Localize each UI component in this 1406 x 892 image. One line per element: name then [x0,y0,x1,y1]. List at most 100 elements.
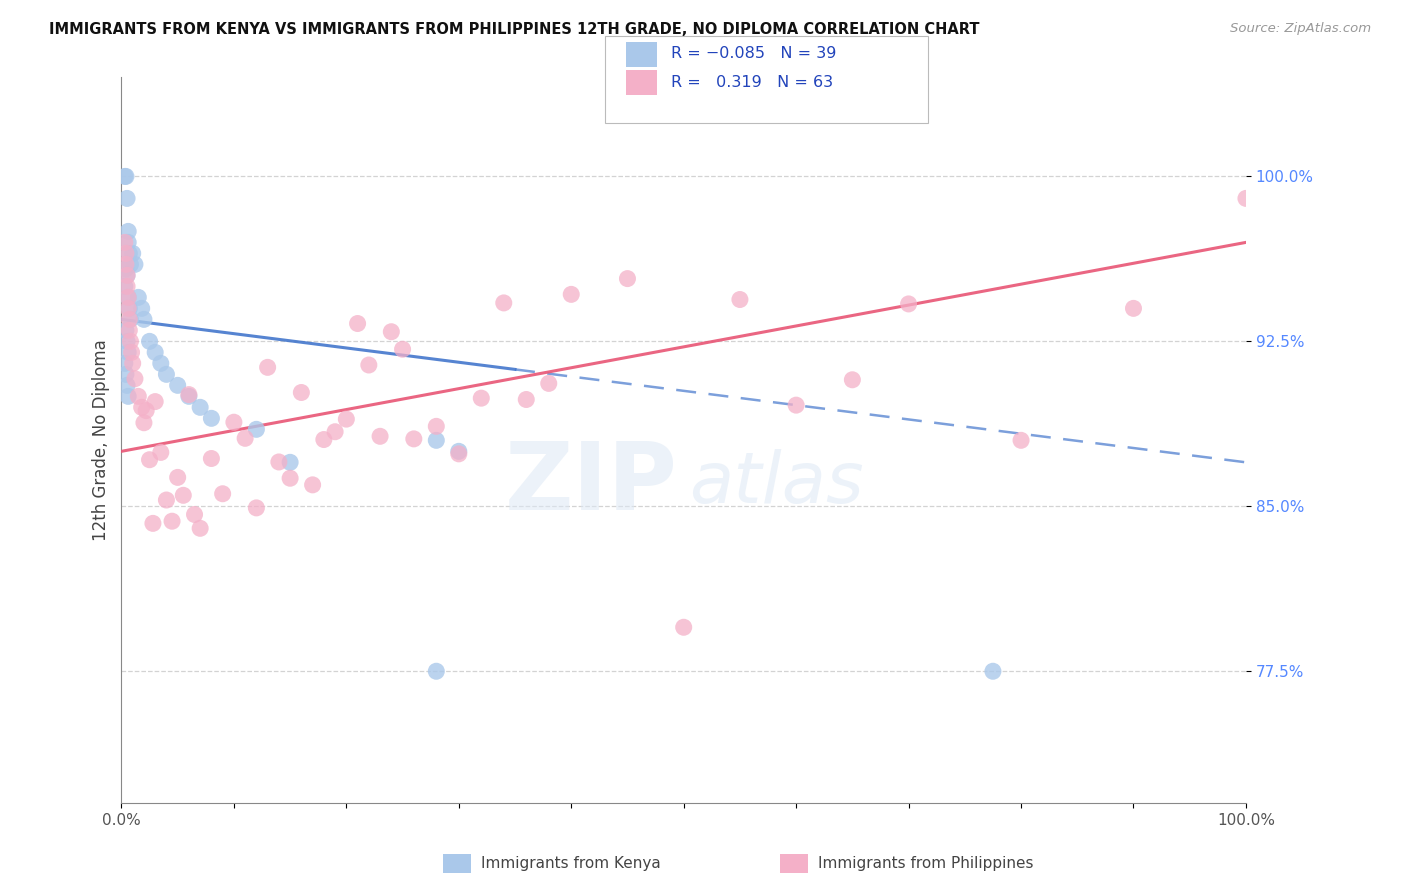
Point [188,521,211,535]
Point [118,323,141,337]
Point [172,488,194,502]
Point [115,268,138,283]
Point [222,415,245,429]
Point [425,419,447,434]
Text: IMMIGRANTS FROM KENYA VS IMMIGRANTS FROM PHILIPPINES 12TH GRADE, NO DIPLOMA CORR: IMMIGRANTS FROM KENYA VS IMMIGRANTS FROM… [49,22,980,37]
Text: R = −0.085   N = 39: R = −0.085 N = 39 [671,46,837,61]
Point [115,279,138,293]
Point [346,317,368,331]
Point [447,444,470,458]
Point [115,334,138,349]
Point [425,665,447,679]
Point [117,224,139,238]
Point [115,323,138,337]
Point [135,403,157,417]
Text: ZIP: ZIP [505,438,678,530]
Point [121,345,143,359]
Point [132,416,155,430]
Point [114,279,136,293]
Point [118,301,141,316]
Point [177,387,200,401]
Point [233,431,256,445]
Point [120,257,142,271]
Point [117,290,139,304]
Point [131,301,153,316]
Point [142,516,165,531]
Point [149,445,172,459]
Point [115,246,138,260]
Point [391,343,413,357]
Point [301,478,323,492]
Point [143,394,166,409]
Point [124,257,146,271]
Point [335,412,357,426]
Point [149,356,172,370]
Point [120,312,142,326]
Point [245,500,267,515]
Point [200,451,222,466]
Point [115,261,138,276]
Point [245,422,267,436]
Point [841,373,863,387]
Point [117,301,139,316]
Point [115,268,138,283]
Point [166,378,188,392]
Point [211,487,233,501]
Point [278,455,301,469]
Point [183,508,205,522]
Point [312,433,335,447]
Point [114,356,136,370]
Point [425,434,447,448]
Point [114,235,136,250]
Point [127,290,149,304]
Point [117,389,139,403]
Point [117,290,139,304]
Point [115,368,138,382]
Point [177,389,200,403]
Point [290,385,312,400]
Point [188,401,211,415]
Point [143,345,166,359]
Point [115,191,138,205]
Text: atlas: atlas [689,450,863,518]
Point [447,447,470,461]
Point [402,432,425,446]
Point [166,470,188,484]
Point [121,246,143,260]
Point [118,312,141,326]
Point [160,514,183,528]
Text: Immigrants from Kenya: Immigrants from Kenya [481,856,661,871]
Point [368,429,391,443]
Point [897,297,920,311]
Point [981,665,1004,679]
Point [155,493,177,508]
Point [672,620,695,634]
Point [155,368,177,382]
Point [357,358,380,372]
Point [278,471,301,485]
Point [121,356,143,370]
Point [537,376,560,391]
Point [127,389,149,403]
Point [256,360,278,375]
Text: Source: ZipAtlas.com: Source: ZipAtlas.com [1230,22,1371,36]
Point [560,287,582,301]
Point [131,401,153,415]
Y-axis label: 12th Grade, No Diploma: 12th Grade, No Diploma [93,340,110,541]
Point [785,398,807,412]
Text: Immigrants from Philippines: Immigrants from Philippines [818,856,1033,871]
Point [132,312,155,326]
Point [114,169,136,184]
Point [616,271,638,285]
Point [200,411,222,425]
Point [115,257,138,271]
Point [492,296,515,310]
Point [728,293,751,307]
Point [117,235,139,250]
Point [117,345,139,359]
Point [380,325,402,339]
Point [515,392,537,407]
Point [138,334,160,349]
Point [138,452,160,467]
Point [115,378,138,392]
